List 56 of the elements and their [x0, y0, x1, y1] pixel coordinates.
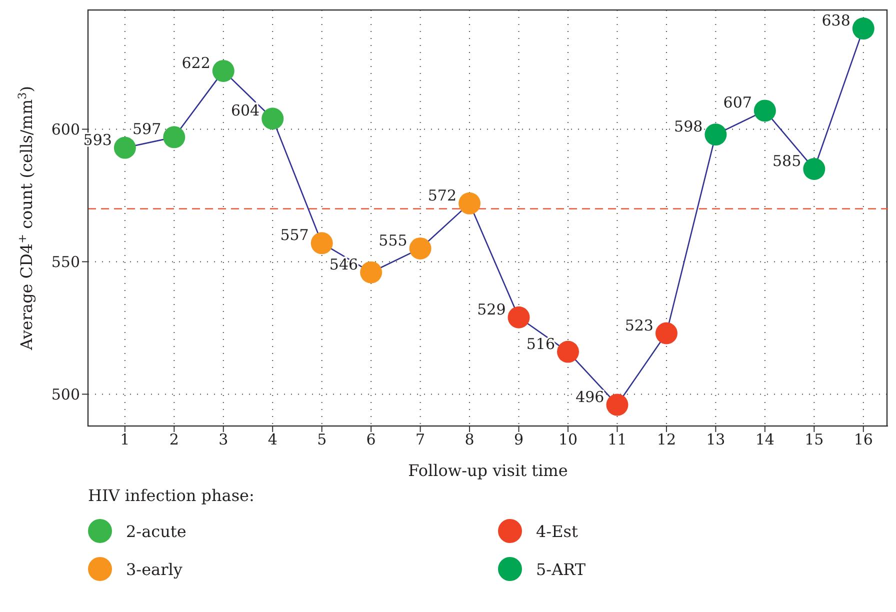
data-label: 555 — [378, 231, 408, 250]
x-tick-label: 6 — [366, 430, 376, 449]
data-label: 529 — [477, 300, 506, 318]
point — [557, 340, 579, 363]
data-label: 604 — [230, 102, 260, 120]
data-label: 496 — [576, 388, 604, 406]
point — [606, 394, 628, 416]
y-tick-label: 550 — [51, 253, 80, 272]
point — [212, 60, 234, 82]
data-label: 638 — [822, 12, 850, 30]
x-tick-label: 10 — [558, 430, 578, 449]
data-label: 585 — [772, 152, 802, 170]
data-label: 622 — [182, 54, 210, 72]
point — [262, 108, 284, 130]
data-label: 597 — [132, 120, 162, 138]
point — [360, 261, 382, 284]
legend-label: 3-early — [126, 560, 182, 578]
x-tick-label: 5 — [317, 430, 327, 449]
x-tick-label: 16 — [854, 430, 873, 449]
point — [114, 136, 136, 159]
x-axis-title: Follow-up visit time — [408, 461, 568, 480]
y-tick-label: 500 — [51, 386, 80, 404]
legend-label: 5-ART — [536, 560, 586, 578]
point — [310, 232, 333, 254]
x-tick-label: 9 — [514, 430, 524, 449]
point — [754, 100, 776, 122]
data-label: 546 — [329, 255, 358, 274]
x-tick-label: 7 — [416, 430, 426, 449]
point — [458, 192, 481, 214]
x-tick-label: 11 — [608, 430, 627, 449]
legend-title: HIV infection phase: — [88, 486, 256, 505]
x-tick-label: 13 — [706, 430, 726, 449]
x-tick-label: 1 — [120, 430, 130, 449]
data-label: 607 — [723, 94, 752, 112]
data-label: 516 — [526, 334, 555, 353]
x-tick-label: 4 — [268, 430, 278, 449]
point — [852, 18, 874, 40]
point — [704, 124, 727, 146]
data-label: 598 — [674, 118, 703, 136]
point — [508, 306, 530, 328]
point — [803, 158, 826, 180]
x-tick-label: 14 — [755, 430, 774, 449]
y-tick-label: 600 — [51, 120, 80, 139]
point — [655, 322, 678, 344]
legend-label: 2-acute — [126, 522, 186, 540]
data-label: 572 — [428, 186, 457, 204]
point — [163, 126, 186, 148]
x-tick-label: 15 — [804, 430, 824, 449]
point — [409, 237, 432, 260]
legend-label: 4-Est — [536, 522, 578, 540]
data-label: 523 — [624, 316, 654, 334]
x-tick-label: 12 — [656, 430, 676, 449]
x-tick-label: 3 — [218, 430, 228, 449]
x-tick-label: 2 — [169, 430, 179, 449]
data-label: 557 — [280, 226, 309, 244]
x-tick-label: 8 — [464, 430, 474, 449]
